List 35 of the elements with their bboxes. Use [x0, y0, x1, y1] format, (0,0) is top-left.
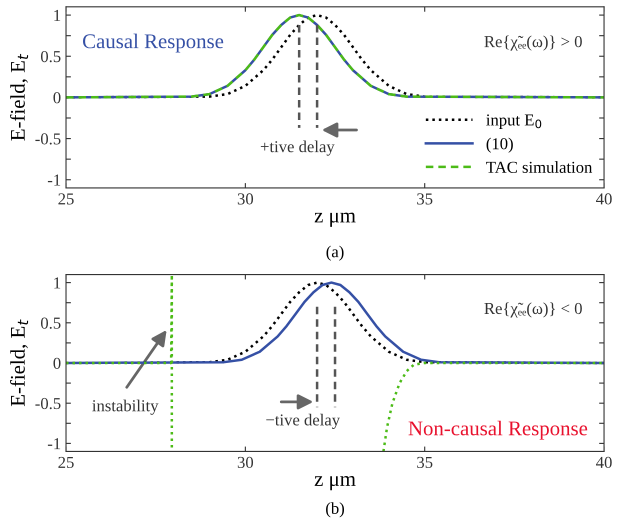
legend-label: (10)	[486, 138, 513, 153]
x-tick-label: 35	[417, 456, 432, 468]
annotation: −tive delay	[266, 414, 340, 429]
x-tick-label: 30	[238, 456, 254, 468]
legend-label: TAC simulation	[486, 161, 592, 173]
x-axis-title: z μm	[314, 212, 356, 227]
text: (a)	[326, 246, 344, 261]
x-tick-label: 25	[58, 456, 74, 468]
y-tick-label: 0.5	[40, 50, 61, 62]
annotation: instability	[92, 400, 158, 415]
legend-label: input E$_{0}$	[486, 114, 542, 129]
annotation: Non-causal Response	[408, 420, 588, 440]
y-tick-label: 1	[54, 10, 60, 21]
y-tick-label: -0.5	[35, 133, 61, 145]
line-series	[66, 14, 604, 99]
y-tick-label: -1	[48, 438, 60, 450]
y-tick-label: 1	[54, 277, 60, 288]
x-tick-label: 40	[596, 193, 612, 205]
y-axis-title: E-field, E$_{t}$	[10, 54, 28, 141]
x-tick-label: 30	[238, 193, 254, 205]
annotation: Re{χ̃ₑₑ(ω)} > 0	[484, 36, 582, 51]
y-axis-title: E-field, E$_{t}$	[10, 319, 28, 406]
y-tick-label: 0	[53, 358, 61, 369]
x-axis-title: z μm	[314, 476, 356, 490]
annotation: Causal Response	[83, 34, 224, 53]
y-tick-label: -1	[48, 174, 60, 186]
x-tick-label: 25	[58, 193, 74, 205]
text: (b)	[326, 502, 344, 518]
x-tick-label: 40	[596, 456, 612, 468]
annotation: Re{χ̃ₑₑ(ω)} < 0	[484, 302, 582, 318]
y-tick-label: -0.5	[35, 398, 61, 410]
y-tick-label: 0	[53, 92, 61, 104]
y-tick-label: 0.5	[40, 318, 61, 329]
annotation: +tive delay	[260, 140, 335, 156]
x-tick-label: 35	[417, 193, 432, 205]
